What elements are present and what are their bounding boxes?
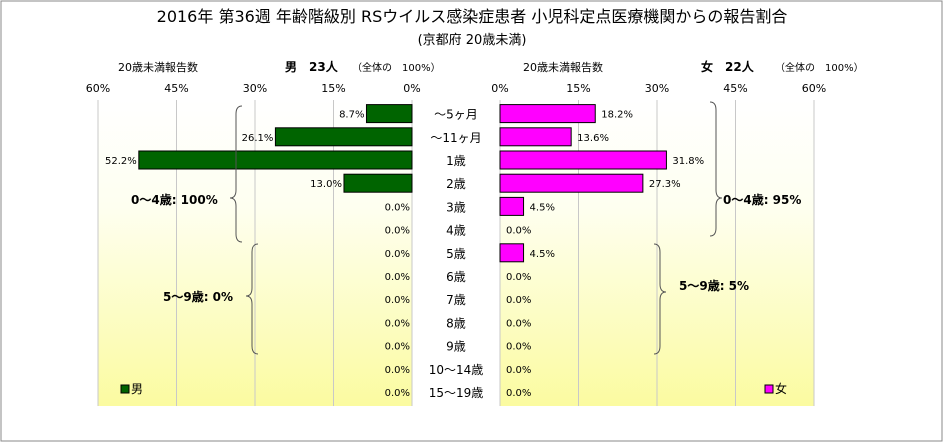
female-data-label: 0.0% (506, 295, 531, 306)
female-tick-label: 0% (491, 82, 508, 95)
female-bar (499, 150, 667, 170)
category-label: 9歳 (446, 340, 466, 354)
male-tick-label: 15% (321, 82, 345, 95)
female-data-label: 31.8% (672, 156, 704, 167)
male-bar (365, 104, 413, 124)
category-label: 8歳 (446, 316, 466, 330)
category-label: 4歳 (446, 224, 466, 238)
male-data-label: 0.0% (385, 249, 410, 260)
male-data-label: 0.0% (385, 342, 410, 353)
male-bracket-5-9 (245, 243, 259, 355)
male-data-label: 0.0% (385, 318, 410, 329)
female-data-label: 0.0% (506, 226, 531, 237)
male-total-note: （全体の 100%） (352, 61, 441, 74)
legend-male-swatch (120, 384, 130, 394)
male-tick-label: 60% (86, 82, 110, 95)
female-total: 女 22人 (701, 59, 755, 74)
male-data-label: 26.1% (242, 133, 274, 144)
female-bar (499, 127, 572, 147)
female-data-label: 0.0% (506, 272, 531, 283)
category-label: 2歳 (446, 177, 466, 191)
male-bar (274, 127, 413, 147)
chart-subtitle: (京都府 20歳未満) (418, 33, 527, 48)
female-5-9-annotation: 5～9歳: 5% (679, 278, 749, 293)
male-data-label: 0.0% (385, 202, 410, 213)
male-tick-label: 0% (403, 82, 420, 95)
female-data-label: 13.6% (577, 133, 609, 144)
male-0-4-annotation: 0～4歳: 100% (131, 192, 218, 207)
male-total: 男 23人 (285, 59, 339, 74)
male-data-label: 8.7% (339, 110, 364, 121)
female-data-label: 27.3% (649, 179, 681, 190)
female-tick-label: 60% (802, 82, 826, 95)
female-count-label: 20歳未満報告数 (523, 61, 603, 74)
category-label: 15～19歳 (429, 386, 484, 400)
female-data-label: 0.0% (506, 365, 531, 376)
chart-title: 2016年 第36週 年齢階級別 RSウイルス感染症患者 小児科定点医療機関から… (157, 7, 788, 26)
male-data-label: 0.0% (385, 295, 410, 306)
male-data-label: 0.0% (385, 365, 410, 376)
female-data-label: 0.0% (506, 318, 531, 329)
male-data-label: 13.0% (310, 179, 342, 190)
male-tick-label: 45% (164, 82, 188, 95)
category-label: 1歳 (446, 154, 466, 168)
male-bar (138, 150, 413, 170)
female-bar (499, 196, 525, 216)
male-bracket-0-4 (229, 105, 243, 243)
female-tick-label: 30% (645, 82, 669, 95)
category-label: 3歳 (446, 200, 466, 214)
category-label: 6歳 (446, 270, 466, 284)
category-label: 7歳 (446, 293, 466, 307)
female-data-label: 18.2% (601, 110, 633, 121)
female-bar (499, 173, 644, 193)
male-data-label: 0.0% (385, 226, 410, 237)
category-label: ～5ヶ月 (434, 108, 478, 122)
category-label: 10～14歳 (429, 363, 484, 377)
female-bar (499, 104, 596, 124)
female-tick-label: 45% (723, 82, 747, 95)
male-data-label: 0.0% (385, 388, 410, 399)
legend-male-label: 男 (131, 382, 143, 396)
female-data-label: 0.0% (506, 388, 531, 399)
female-bracket-5-9 (653, 243, 667, 355)
male-5-9-annotation: 5～9歳: 0% (163, 289, 233, 304)
female-data-label: 4.5% (530, 249, 555, 260)
male-tick-label: 30% (243, 82, 267, 95)
female-tick-label: 15% (566, 82, 590, 95)
female-data-label: 4.5% (530, 202, 555, 213)
legend-female-swatch (764, 384, 774, 394)
category-label: ～11ヶ月 (430, 131, 481, 145)
category-label: 5歳 (446, 247, 466, 261)
female-0-4-annotation: 0～4歳: 95% (723, 192, 801, 207)
female-data-label: 0.0% (506, 342, 531, 353)
legend-female-label: 女 (775, 381, 787, 396)
male-data-label: 52.2% (105, 156, 137, 167)
female-bar (499, 243, 525, 263)
female-bracket-0-4 (709, 101, 723, 237)
female-total-note: （全体の 100%） (775, 61, 864, 74)
male-data-label: 0.0% (385, 272, 410, 283)
male-count-label: 20歳未満報告数 (118, 61, 198, 74)
male-bar (343, 173, 413, 193)
